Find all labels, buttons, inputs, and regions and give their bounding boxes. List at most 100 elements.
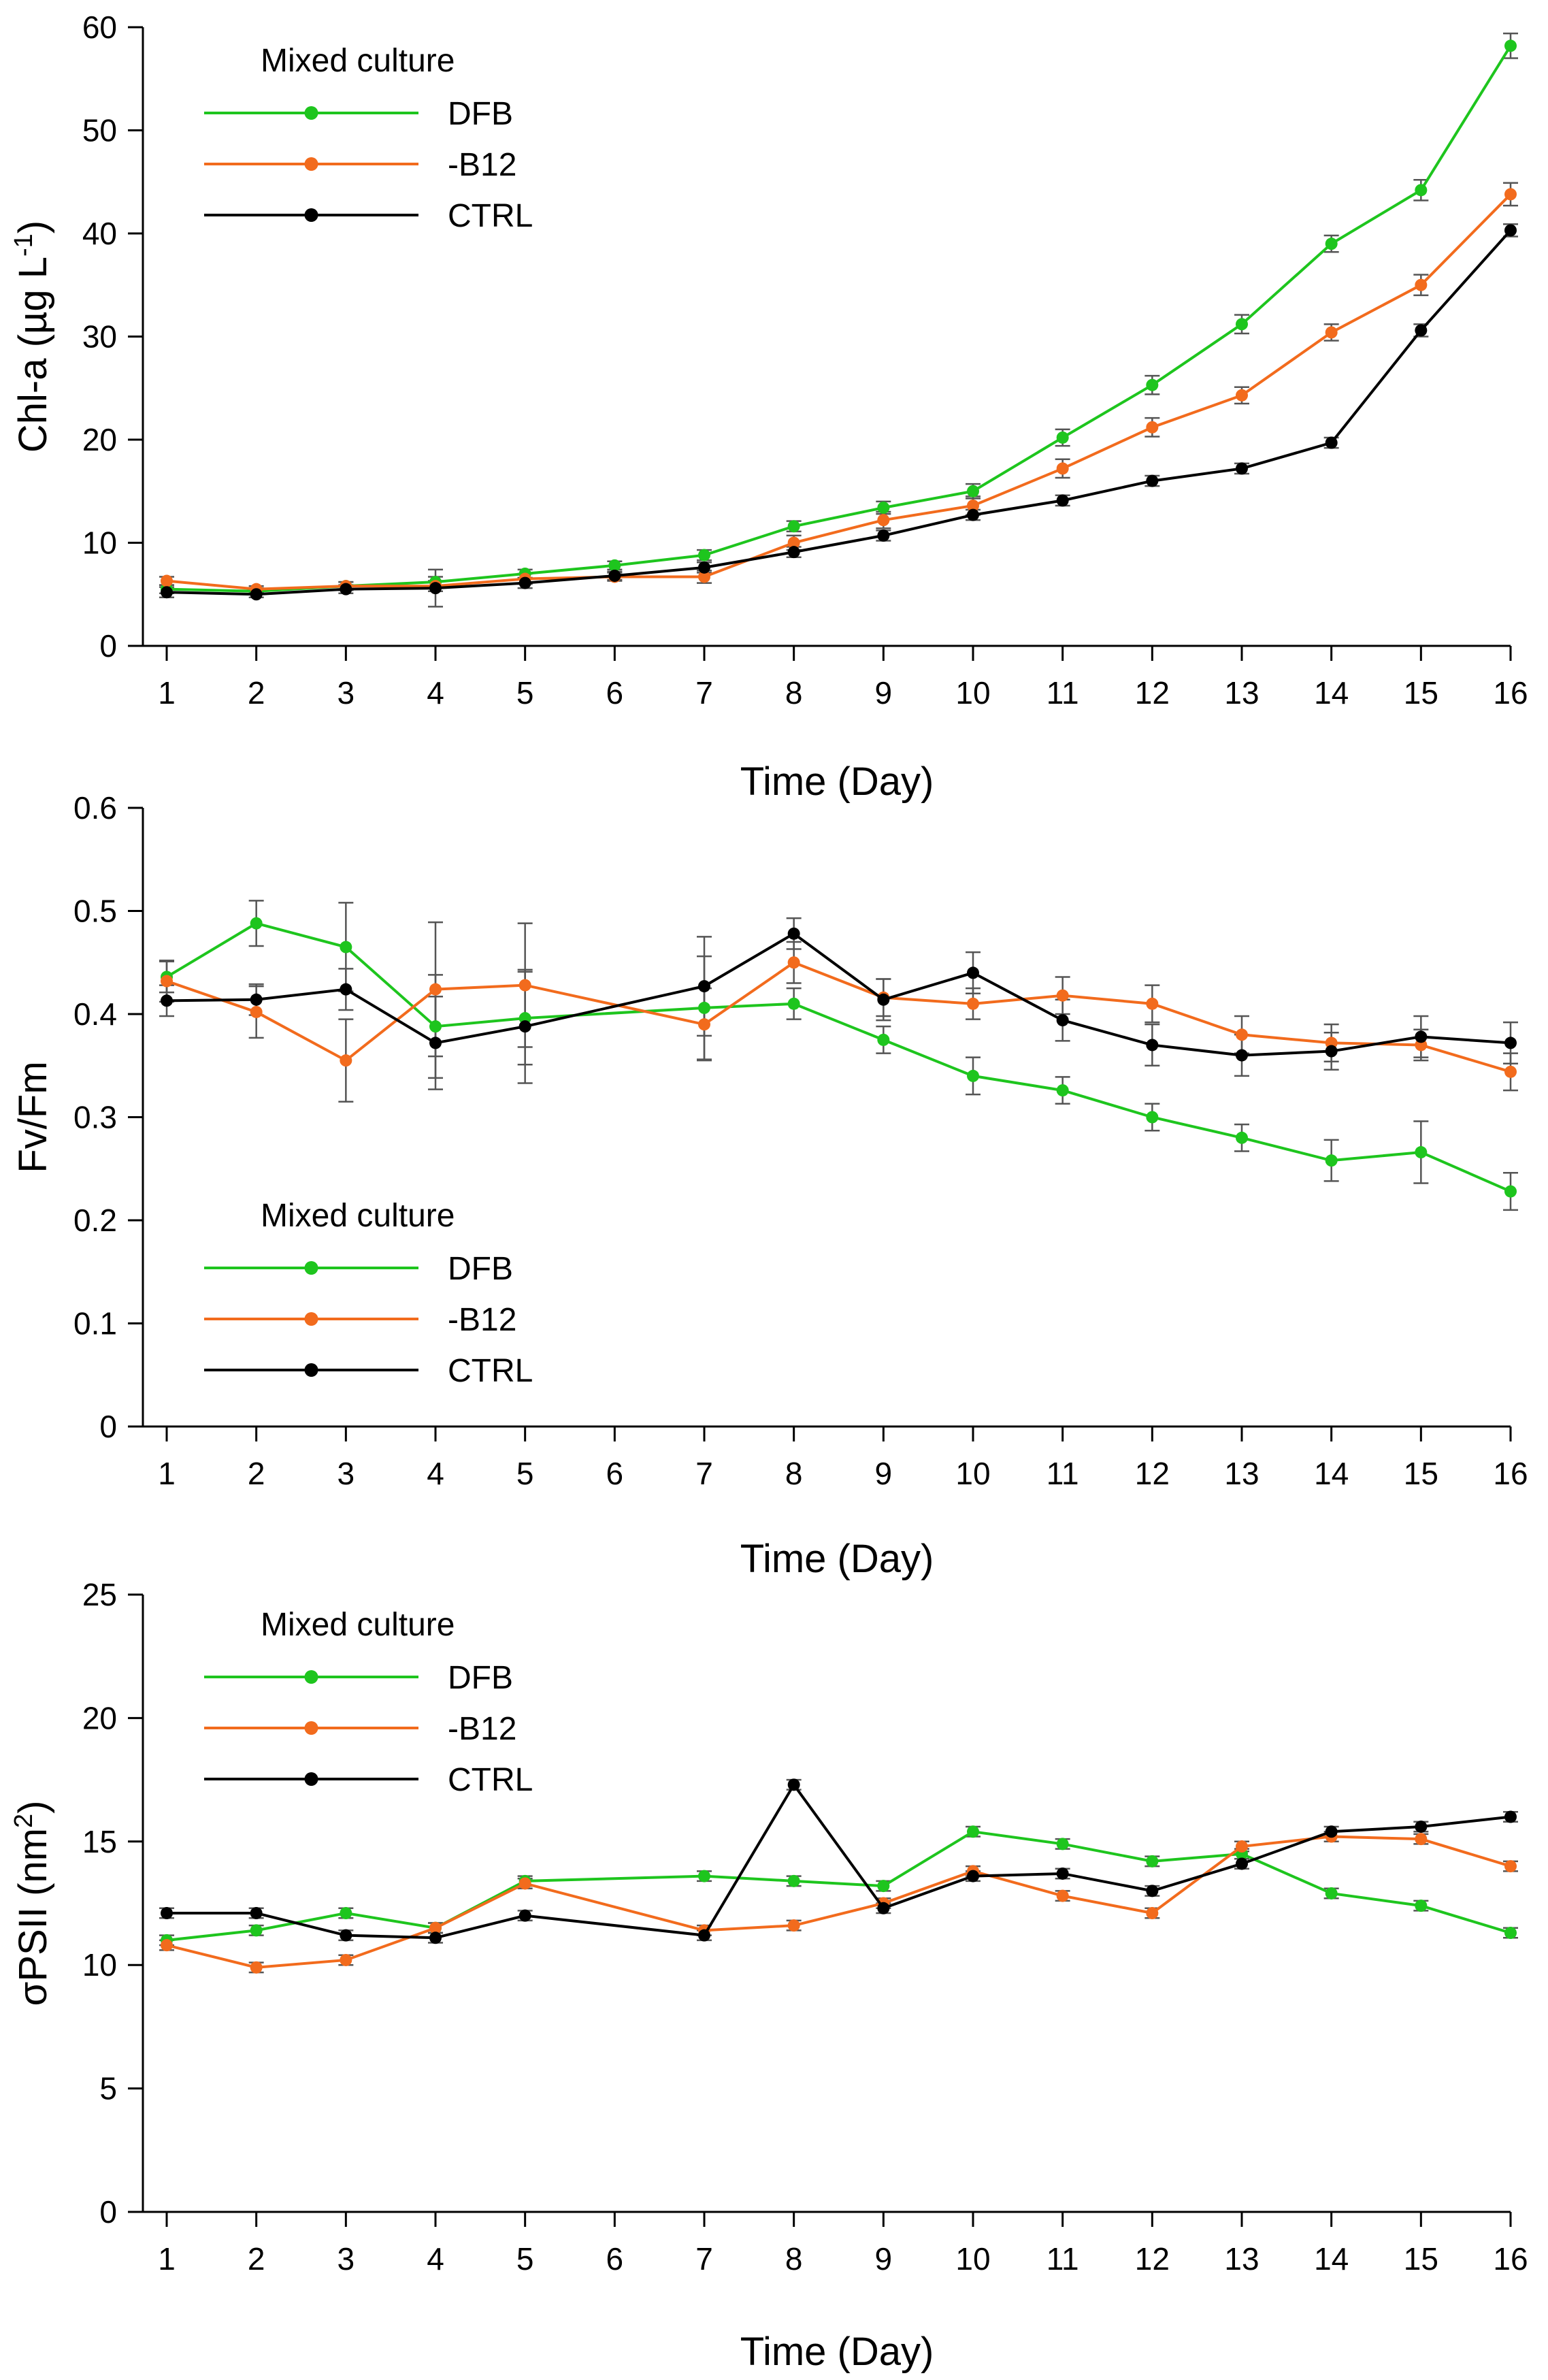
x-tick-label: 5 <box>516 2241 534 2277</box>
series-line-ctrl <box>166 229 1512 596</box>
data-point <box>787 1778 800 1791</box>
data-point <box>1415 278 1428 291</box>
x-tick-label: 9 <box>875 1456 893 1491</box>
x-tick-label: 15 <box>1404 2241 1438 2277</box>
data-point <box>1325 326 1338 339</box>
series-line-dfb <box>166 45 1512 593</box>
x-tick-label: 4 <box>427 1456 444 1491</box>
legend-label: CTRL <box>448 1762 533 1798</box>
data-point <box>877 529 890 542</box>
data-point <box>161 574 173 587</box>
x-tick-label: 15 <box>1404 675 1438 711</box>
x-tick-label: 10 <box>955 1456 990 1491</box>
legend-label: DFB <box>448 96 513 132</box>
x-tick-label: 2 <box>248 2241 265 2277</box>
legend: Mixed culture DFB -B12 CTRL <box>204 43 533 234</box>
series-line-ctrl <box>166 932 1511 1057</box>
legend-label: -B12 <box>448 1302 516 1338</box>
data-point <box>429 1921 442 1934</box>
data-point <box>161 1939 173 1952</box>
y-tick-label: 15 <box>82 1824 117 1859</box>
x-axis-title: Time (Day) <box>740 760 934 804</box>
y-tick-label: 0.1 <box>73 1306 117 1341</box>
x-axis-title: Time (Day) <box>740 1537 934 1581</box>
y-tick-label: 0.6 <box>73 790 117 826</box>
data-point <box>877 1880 890 1893</box>
data-point <box>518 576 531 589</box>
x-tick-label: 8 <box>785 1456 803 1491</box>
data-point <box>161 586 173 599</box>
data-point <box>1056 1014 1069 1027</box>
x-tick-label: 14 <box>1314 1456 1349 1491</box>
data-point <box>1236 1049 1248 1062</box>
x-tick-label: 3 <box>337 2241 355 2277</box>
data-point <box>340 1054 352 1067</box>
data-point <box>429 1931 442 1944</box>
x-tick-label: 4 <box>427 2241 444 2277</box>
x-tick-label: 10 <box>955 675 990 711</box>
data-point <box>250 1005 263 1018</box>
data-point <box>1415 324 1428 337</box>
x-tick-label: 15 <box>1404 1456 1438 1491</box>
y-tick-label: 50 <box>82 113 117 148</box>
x-tick-label: 7 <box>695 2241 713 2277</box>
data-point <box>967 485 979 498</box>
data-point <box>429 582 442 595</box>
data-point <box>1056 1838 1069 1851</box>
data-point <box>161 1907 173 1920</box>
data-point <box>340 1953 352 1966</box>
y-tick-label: 30 <box>82 319 117 355</box>
data-point <box>877 1033 890 1046</box>
data-point <box>250 1924 263 1937</box>
data-point <box>877 501 890 514</box>
y-axis-title: Fv/Fm <box>11 1061 55 1173</box>
data-point <box>877 1902 890 1914</box>
x-tick-label: 13 <box>1224 1456 1259 1491</box>
y-tick-label: 0 <box>99 2194 117 2230</box>
legend-swatch-marker <box>304 1261 318 1275</box>
x-tick-label: 2 <box>248 675 265 711</box>
x-tick-label: 5 <box>516 675 534 711</box>
data-point <box>608 569 621 582</box>
data-point <box>518 979 531 992</box>
data-point <box>1415 1146 1428 1159</box>
x-tick-label: 14 <box>1314 2241 1349 2277</box>
legend-swatch-marker <box>304 208 318 222</box>
series-line-b12 <box>166 1835 1511 1969</box>
x-tick-label: 13 <box>1224 2241 1259 2277</box>
x-tick-label: 10 <box>955 2241 990 2277</box>
legend: Mixed culture DFB -B12 CTRL <box>204 1607 533 1798</box>
y-tick-label: 0.4 <box>73 996 117 1032</box>
legend-label: DFB <box>448 1660 513 1696</box>
data-point <box>429 1037 442 1049</box>
x-tick-label: 14 <box>1314 675 1349 711</box>
data-point <box>877 993 890 1006</box>
legend-label: DFB <box>448 1251 513 1287</box>
x-tick-label: 1 <box>158 675 176 711</box>
data-point <box>1236 389 1248 402</box>
data-point <box>967 1870 979 1882</box>
y-axis-title: σPSII (nm2) <box>10 1801 55 2006</box>
x-tick-label: 6 <box>606 2241 624 2277</box>
y-axis-title-tail: ) <box>11 1801 55 1814</box>
x-tick-label: 8 <box>785 675 803 711</box>
data-point <box>518 1020 531 1033</box>
data-point <box>967 1825 979 1838</box>
y-axis-title-tail: ) <box>11 221 55 233</box>
data-point <box>1056 1867 1069 1880</box>
data-point <box>1146 1907 1159 1920</box>
x-tick-label: 3 <box>337 675 355 711</box>
data-point <box>698 1018 710 1031</box>
data-point <box>1056 431 1069 444</box>
data-point <box>250 1961 263 1974</box>
data-point <box>1236 1028 1248 1041</box>
x-tick-label: 2 <box>248 1456 265 1491</box>
data-point <box>1325 238 1338 250</box>
legend-label: -B12 <box>448 147 516 183</box>
data-point <box>1504 1860 1517 1873</box>
y-tick-label: 0.2 <box>73 1203 117 1238</box>
data-point <box>967 997 979 1010</box>
data-point <box>787 536 800 549</box>
data-point <box>787 927 800 940</box>
